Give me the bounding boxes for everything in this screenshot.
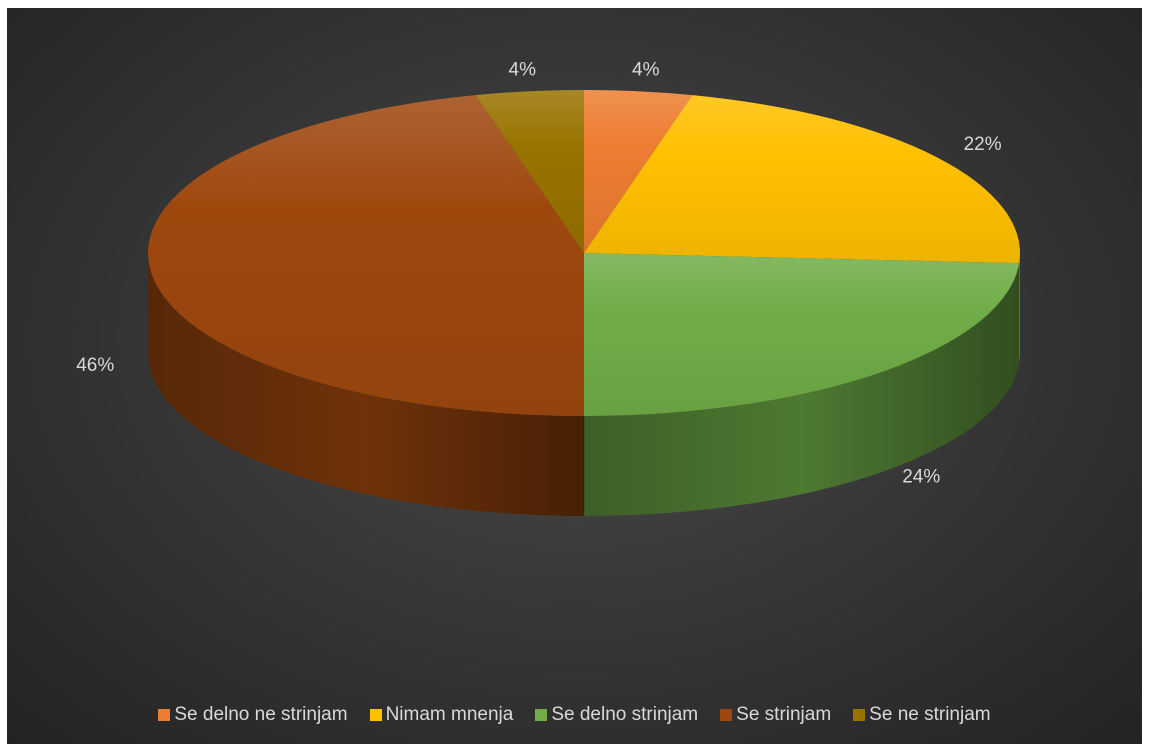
chart-area: 4% 22% 24% 46% 4% Se delno ne strinjam Nimam … — [7, 8, 1142, 744]
legend-item-2: Se delno strinjam — [535, 704, 698, 726]
legend-item-3: Se strinjam — [720, 704, 831, 726]
legend: Se delno ne strinjam Nimam mnenja Se delno… — [7, 704, 1142, 726]
pie-slice-2 — [584, 253, 1020, 416]
legend-label: Se strinjam — [736, 704, 832, 725]
legend-label: Se ne strinjam — [869, 704, 991, 725]
data-label-4: 4% — [509, 59, 537, 80]
data-label-2: 24% — [902, 466, 940, 487]
legend-swatch — [535, 709, 548, 721]
pie-slice-4 — [475, 90, 584, 253]
legend-label: Se delno ne strinjam — [174, 704, 348, 725]
legend-swatch — [853, 709, 866, 721]
pie-slice-side-1 — [1019, 253, 1020, 364]
legend-item-4: Se ne strinjam — [853, 704, 991, 726]
pie-chart: 4% 22% 24% 46% 4% — [76, 59, 1020, 516]
legend-label: Nimam mnenja — [385, 704, 514, 725]
data-label-3: 46% — [76, 355, 114, 376]
legend-swatch — [158, 709, 171, 721]
pie-slice-3 — [147, 95, 584, 416]
pie-slice-1 — [584, 95, 1020, 264]
legend-label: Se delno strinjam — [551, 704, 699, 725]
data-label-0: 4% — [632, 59, 660, 80]
legend-swatch — [720, 709, 733, 721]
pie-slice-side-3 — [148, 253, 584, 516]
pie-slice-side-2 — [584, 263, 1020, 516]
legend-swatch — [369, 709, 382, 721]
legend-item-0: Se delno ne strinjam — [158, 704, 348, 726]
pie-slice-0 — [584, 90, 693, 253]
data-label-1: 22% — [964, 134, 1002, 155]
legend-item-1: Nimam mnenja — [369, 704, 514, 726]
